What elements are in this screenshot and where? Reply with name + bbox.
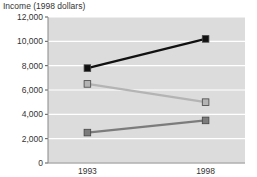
y-tick-label: 2,000: [22, 134, 44, 144]
y-tick-label: 8,000: [22, 61, 44, 71]
grid-line: [48, 16, 245, 17]
y-tick-label: 0: [38, 158, 43, 168]
series-marker: [202, 36, 209, 43]
grid-line: [48, 114, 245, 115]
chart-svg: 0 2,000 4,000 6,000 8,000 10,000 12,000Income …: [0, 0, 257, 177]
series-marker: [84, 81, 91, 88]
series-marker: [202, 117, 209, 124]
grid-line: [48, 162, 245, 163]
x-tick-label: 1998: [196, 166, 215, 176]
series-line: [87, 120, 205, 132]
grid-line: [48, 65, 245, 66]
series-line: [87, 84, 205, 102]
series-marker: [202, 99, 209, 106]
chart-container: 0 2,000 4,000 6,000 8,000 10,000 12,000Income …: [0, 0, 257, 177]
y-axis: [48, 17, 49, 163]
y-tick-label: 12,000: [17, 12, 43, 22]
series-line: [87, 39, 205, 68]
grid-line: [48, 89, 245, 90]
series-marker: [84, 129, 91, 136]
grid-line: [48, 138, 245, 139]
plot-area: [48, 17, 245, 163]
y-tick-label: 4,000: [22, 109, 44, 119]
grid-line: [48, 41, 245, 42]
series-group: [84, 36, 209, 136]
y-tick-label: 10,000: [17, 36, 43, 46]
y-tick-label: 6,000: [22, 85, 44, 95]
series-marker: [84, 65, 91, 72]
y-axis-label: Income (1998 dollars): [3, 1, 85, 11]
x-tick-label: 1993: [78, 166, 97, 176]
x-axis: [48, 163, 245, 164]
